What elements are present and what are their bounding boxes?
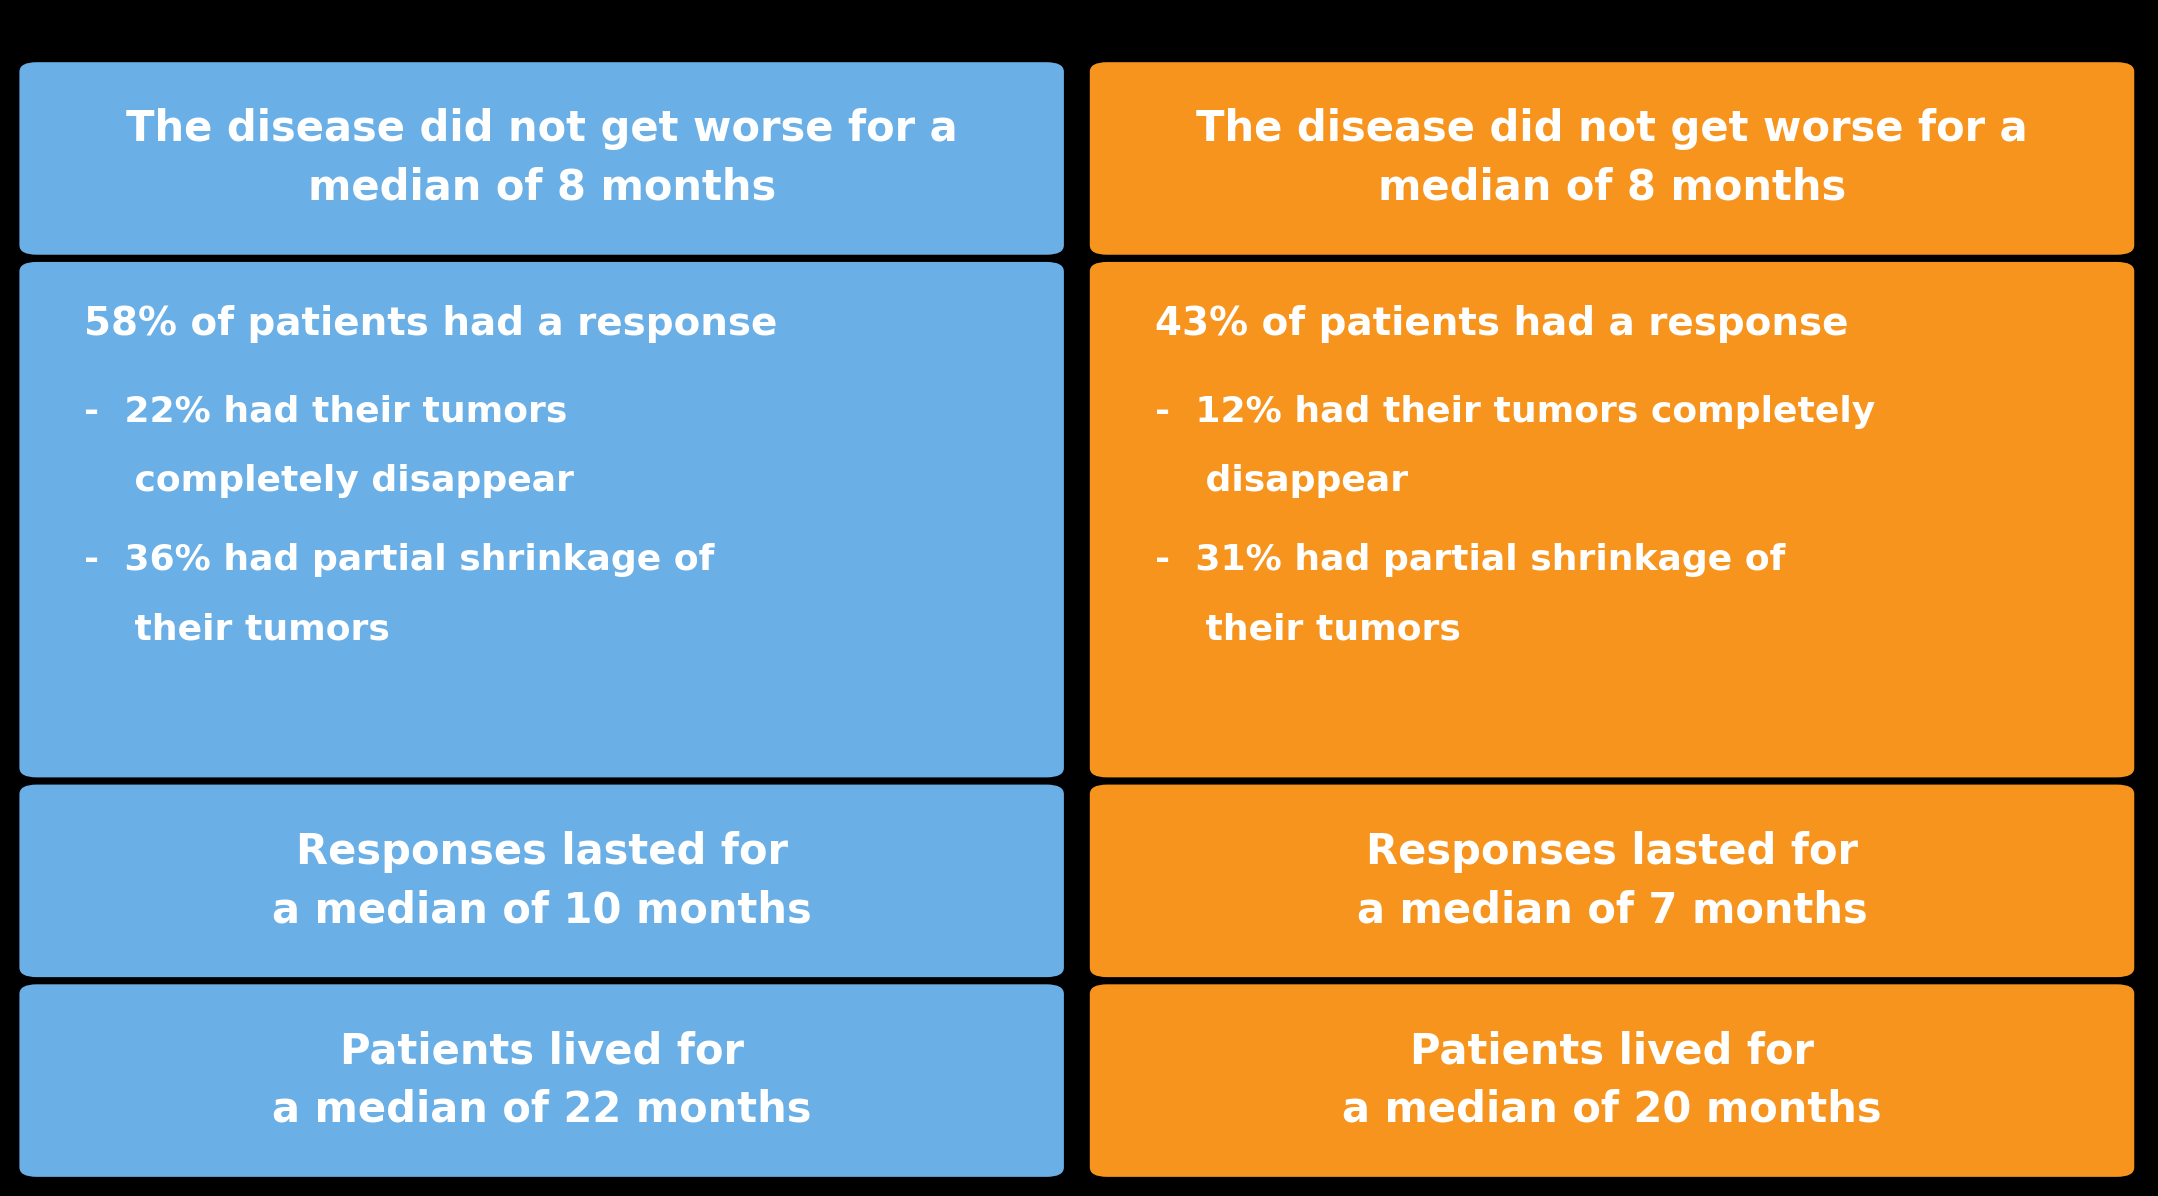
Text: disappear: disappear	[1155, 464, 1407, 498]
Text: Responses lasted for
a median of 7 months: Responses lasted for a median of 7 month…	[1357, 830, 1867, 932]
FancyBboxPatch shape	[19, 785, 1064, 977]
Text: Patients lived for
a median of 22 months: Patients lived for a median of 22 months	[272, 1030, 811, 1131]
Text: -  31% had partial shrinkage of: - 31% had partial shrinkage of	[1155, 543, 1785, 576]
Text: The disease did not get worse for a
median of 8 months: The disease did not get worse for a medi…	[1196, 108, 2029, 209]
Text: The disease did not get worse for a
median of 8 months: The disease did not get worse for a medi…	[125, 108, 958, 209]
Text: -  22% had their tumors: - 22% had their tumors	[84, 395, 568, 428]
FancyBboxPatch shape	[19, 62, 1064, 255]
FancyBboxPatch shape	[1090, 262, 2134, 777]
Text: 58% of patients had a response: 58% of patients had a response	[84, 305, 777, 343]
FancyBboxPatch shape	[1090, 62, 2134, 255]
FancyBboxPatch shape	[19, 984, 1064, 1177]
Text: Patients lived for
a median of 20 months: Patients lived for a median of 20 months	[1342, 1030, 1882, 1131]
Text: -  36% had partial shrinkage of: - 36% had partial shrinkage of	[84, 543, 714, 576]
FancyBboxPatch shape	[1090, 984, 2134, 1177]
Text: their tumors: their tumors	[1155, 612, 1461, 646]
Text: completely disappear: completely disappear	[84, 464, 574, 498]
Text: their tumors: their tumors	[84, 612, 391, 646]
Text: 43% of patients had a response: 43% of patients had a response	[1155, 305, 1847, 343]
Text: -  12% had their tumors completely: - 12% had their tumors completely	[1155, 395, 1875, 428]
FancyBboxPatch shape	[19, 262, 1064, 777]
FancyBboxPatch shape	[1090, 785, 2134, 977]
Text: Responses lasted for
a median of 10 months: Responses lasted for a median of 10 mont…	[272, 830, 811, 932]
